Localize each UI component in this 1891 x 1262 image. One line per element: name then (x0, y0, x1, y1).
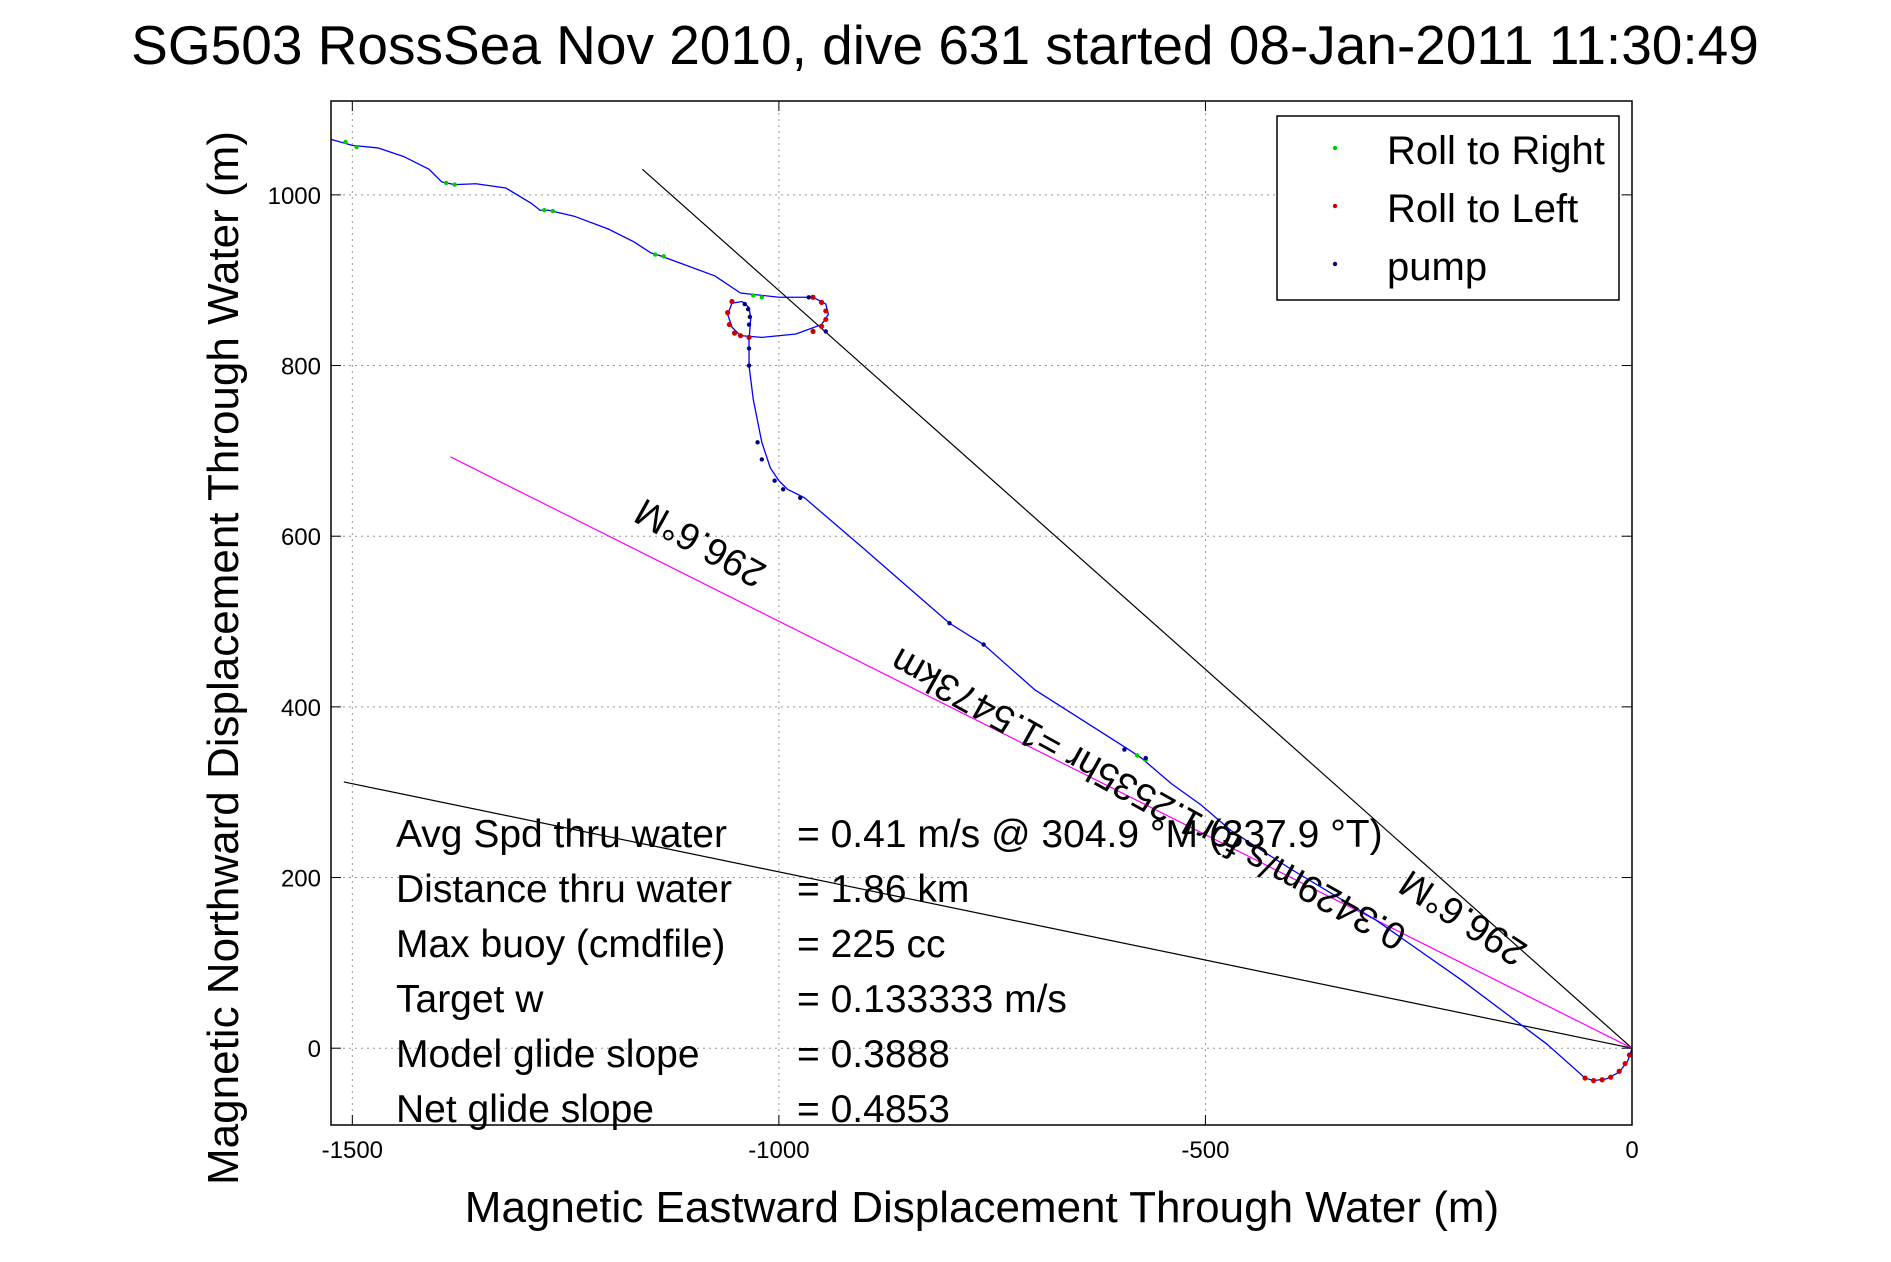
x-tick-label: -1000 (748, 1137, 809, 1164)
y-tick-label: 1000 (268, 183, 321, 210)
pump-point (759, 457, 765, 462)
stat-value: = 0.133333 m/s (797, 978, 1067, 1021)
roll-left-point (726, 321, 733, 328)
magenta-line (450, 456, 1633, 1049)
reference-lines (343, 168, 1633, 1049)
stat-value: = 225 cc (797, 923, 946, 966)
roll-left-point (818, 299, 825, 305)
y-axis-ticks: 0 200 400 600 800 1000 (268, 183, 1632, 1063)
roll-left-point (1622, 1060, 1628, 1067)
roll-left-point (737, 333, 744, 339)
pump-point (947, 621, 952, 626)
y-tick-label: 400 (281, 695, 321, 722)
roll-right-point (759, 295, 765, 300)
stat-value: = 1.86 km (797, 868, 969, 911)
pump-point (755, 440, 760, 445)
chart-title: SG503 RossSea Nov 2010, dive 631 started… (131, 14, 1759, 76)
pump-point (981, 642, 986, 647)
roll-left-point (729, 298, 735, 305)
pump-point (742, 301, 747, 307)
pump-point (772, 478, 777, 483)
stats-block: Avg Spd thru water = 0.41 m/s @ 304.9 °M … (396, 813, 1383, 1131)
legend-roll-right-marker (1332, 145, 1338, 151)
heading-line (641, 168, 1633, 1049)
pump-point (780, 487, 786, 492)
legend-roll-right-label: Roll to Right (1387, 129, 1605, 173)
roll-left-point (746, 334, 752, 340)
y-tick-label: 800 (281, 354, 321, 381)
roll-left-point (1626, 1052, 1633, 1058)
pump-point (1143, 755, 1148, 761)
stat-label: Net glide slope (396, 1088, 654, 1131)
y-axis-label: Magnetic Northward Displacement Through … (199, 131, 248, 1185)
roll-right-point (652, 252, 658, 257)
roll-left-point (810, 294, 816, 300)
stat-label: Max buoy (cmdfile) (396, 923, 725, 966)
stat-value: = 0.41 m/s @ 304.9 °M (337.9 °T) (797, 813, 1383, 856)
roll-left-point (818, 323, 825, 329)
roll-right-point (550, 208, 556, 214)
x-tick-label: -500 (1181, 1137, 1229, 1164)
pump-point (1122, 747, 1127, 752)
legend-roll-left-label: Roll to Left (1387, 187, 1578, 231)
stat-label: Model glide slope (396, 1033, 700, 1076)
pump-point (747, 314, 753, 320)
y-tick-label: 0 (308, 1036, 321, 1063)
plot-frame (330, 100, 1633, 1126)
pump-point (798, 495, 803, 500)
legend: Roll to Right Roll to Left pump (1276, 115, 1620, 301)
roll-right-point (343, 139, 348, 145)
pump-point (823, 329, 829, 334)
stat-label: Distance thru water (396, 868, 732, 911)
roll-right-point (452, 182, 457, 187)
stat-value: = 0.4853 (797, 1088, 950, 1131)
roll-right-point (354, 144, 359, 150)
roll-left-point (1616, 1068, 1622, 1074)
x-tick-label: -1500 (322, 1137, 383, 1164)
x-axis-label: Magnetic Eastward Displacement Through W… (465, 1183, 1499, 1232)
roll-left-point (1582, 1075, 1588, 1081)
roll-right-point (542, 208, 547, 213)
pump-point (745, 307, 751, 312)
x-axis-ticks: -1500 -1000 -500 0 (322, 101, 1639, 1164)
roll-right-point (443, 180, 449, 186)
y-tick-label: 600 (281, 524, 321, 551)
roll-left-point (1608, 1074, 1614, 1080)
roll-left-point (731, 330, 738, 336)
roll-right-point (661, 254, 666, 259)
marker-series (343, 139, 1633, 1084)
pump-point (806, 295, 811, 300)
legend-pump-label: pump (1387, 245, 1487, 289)
roll-left-point (810, 328, 816, 334)
roll-left-point (823, 308, 829, 314)
stat-label: Avg Spd thru water (396, 813, 727, 856)
low-line (343, 781, 1633, 1049)
roll-left-point (725, 310, 731, 316)
pump-point (746, 322, 752, 327)
y-tick-label: 200 (281, 866, 321, 893)
x-tick-label: 0 (1625, 1137, 1638, 1164)
roll-right-point (751, 293, 756, 298)
roll-right-point (1134, 753, 1140, 758)
pump-point (746, 363, 752, 368)
roll-left-point (1599, 1077, 1605, 1083)
legend-pump-marker (1332, 261, 1338, 267)
legend-roll-left-marker (1332, 203, 1338, 209)
stat-value: = 0.3888 (797, 1033, 950, 1076)
roll-left-point (1591, 1078, 1597, 1084)
roll-left-point (823, 316, 829, 323)
pump-point (746, 346, 752, 351)
stat-label: Target w (396, 978, 544, 1021)
